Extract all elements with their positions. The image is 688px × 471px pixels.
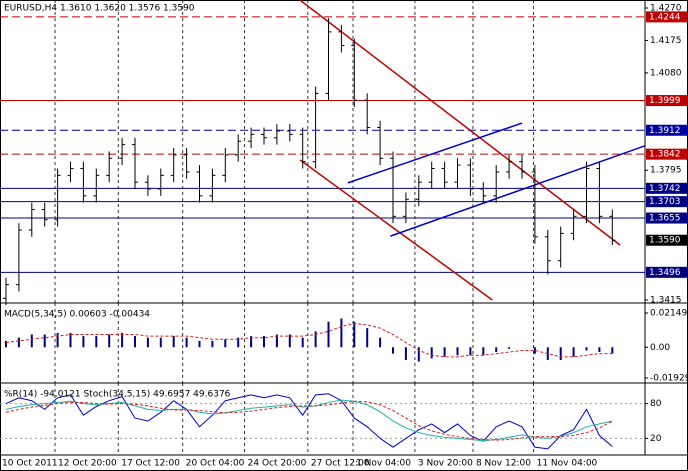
y-tick-label: 80 <box>650 399 662 409</box>
x-tick-label: 17 Oct 12:00 <box>121 459 180 469</box>
y-tick-label: 1.4175 <box>650 36 682 46</box>
level-label-box <box>646 95 687 107</box>
x-tick-label: 24 Oct 20:00 <box>248 459 307 469</box>
level-label-box <box>646 266 687 278</box>
x-tick-label: 11 Nov 04:00 <box>537 459 598 469</box>
x-tick-label: 8 Nov 12:00 <box>476 459 531 469</box>
level-label: 1.4244 <box>649 12 681 22</box>
macd-title: MACD(5,34,5) 0.00603 -0.00434 <box>4 310 150 320</box>
level-label-box <box>646 11 687 23</box>
y-tick-label: 0.02149 <box>650 309 687 319</box>
level-label: 1.3742 <box>649 184 681 194</box>
level-label: 1.3703 <box>649 197 681 207</box>
trend-line <box>299 0 621 246</box>
x-tick-label: 1 Nov 04:00 <box>356 459 411 469</box>
y-tick-label: 1.3795 <box>650 166 682 176</box>
series-line <box>5 400 613 441</box>
oscillator-title: %R(14) -94.0121 Stoch(34,5,15) 49.6957 4… <box>4 390 231 400</box>
trend-line <box>390 145 645 237</box>
level-label: 1.3999 <box>649 96 681 106</box>
y-tick-label: 20 <box>650 434 662 444</box>
level-label-box <box>646 148 687 160</box>
y-tick-label: 1.4080 <box>650 68 682 78</box>
level-label: 1.3496 <box>649 268 681 278</box>
trend-line <box>347 122 523 184</box>
series-line <box>5 322 613 358</box>
series-line <box>5 393 613 450</box>
y-tick-label: 1.3415 <box>650 296 682 306</box>
chart-title: EURUSD,H4 1.3610 1.3620 1.3576 1.3590 <box>4 4 195 14</box>
y-tick-label: 1.4270 <box>650 4 682 14</box>
x-tick-label: 12 Oct 20:00 <box>58 459 117 469</box>
level-label: 1.3842 <box>649 150 681 160</box>
level-label-box <box>646 182 687 194</box>
level-label: 1.3590 <box>649 236 681 246</box>
y-tick-label: 0.00 <box>650 343 670 353</box>
level-label: 1.3655 <box>649 214 681 224</box>
trend-line <box>299 159 493 301</box>
level-label-box <box>646 124 687 136</box>
y-tick-label: -0.01929 <box>650 374 688 384</box>
x-tick-label: 3 Nov 20:00 <box>418 459 473 469</box>
level-label: 1.3912 <box>649 126 681 136</box>
x-tick-label: 27 Oct 12:00 <box>311 459 370 469</box>
level-label-box <box>646 196 687 208</box>
level-label-box <box>646 234 687 246</box>
x-tick-label: 10 Oct 2011 <box>2 459 58 469</box>
level-label-box <box>646 212 687 224</box>
x-tick-label: 20 Oct 04:00 <box>186 459 245 469</box>
